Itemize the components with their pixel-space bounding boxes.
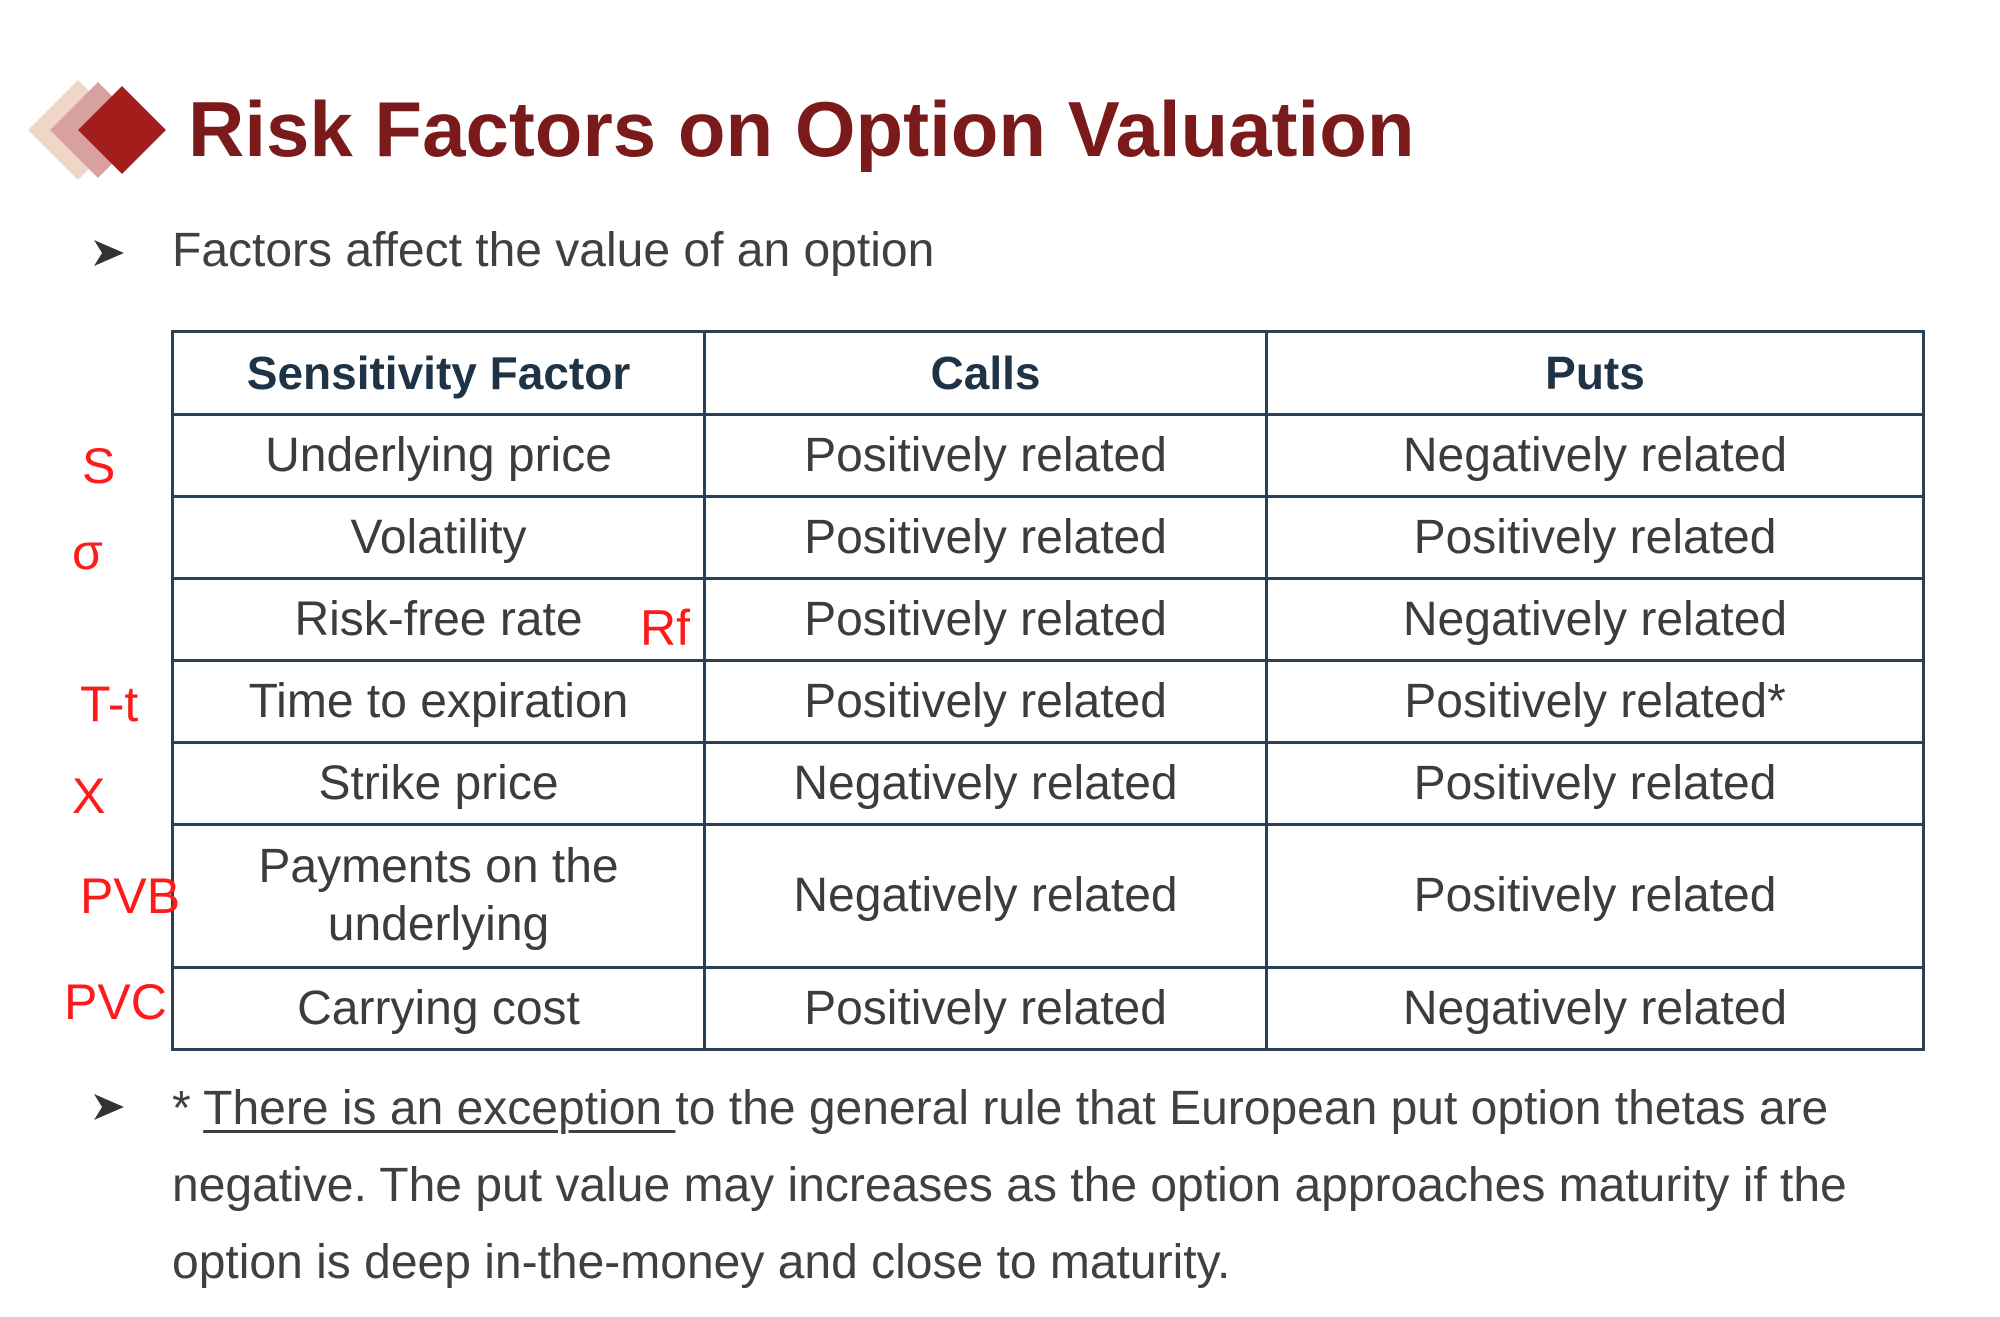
- calls-cell: Negatively related: [703, 823, 1268, 969]
- puts-cell: Negatively related: [1265, 577, 1925, 662]
- diamond-logo-icon: [28, 80, 166, 180]
- header-puts: Puts: [1265, 330, 1925, 416]
- factor-cell: Underlying price: [171, 413, 706, 498]
- puts-cell: Negatively related: [1265, 413, 1925, 498]
- puts-cell: Positively related: [1265, 495, 1925, 580]
- header-sensitivity-factor: Sensitivity Factor: [171, 330, 706, 416]
- calls-cell: Positively related: [703, 413, 1268, 498]
- footnote-text: * There is an exception to the general r…: [172, 1070, 1972, 1301]
- annotation-s: S: [82, 438, 116, 494]
- calls-cell: Positively related: [703, 495, 1268, 580]
- page-title: Risk Factors on Option Valuation: [188, 85, 1415, 173]
- arrowhead-bullet-icon: [94, 240, 124, 266]
- calls-cell: Negatively related: [703, 741, 1268, 826]
- puts-cell: Positively related: [1265, 741, 1925, 826]
- footnote-underlined-text: There is an exception: [203, 1082, 676, 1135]
- header-calls: Calls: [703, 330, 1268, 416]
- table-row: Payments on the underlying Negatively re…: [171, 823, 1925, 969]
- footnote-prefix: *: [172, 1082, 204, 1135]
- factor-cell: Volatility: [171, 495, 706, 580]
- table-row: Time to expiration Positively related Po…: [171, 659, 1925, 744]
- factor-cell: Time to expiration: [171, 659, 706, 744]
- table-header-row: Sensitivity Factor Calls Puts: [171, 330, 1925, 416]
- table-row: Carrying cost Positively related Negativ…: [171, 966, 1925, 1051]
- table-row: Strike price Negatively related Positive…: [171, 741, 1925, 826]
- puts-cell: Negatively related: [1265, 966, 1925, 1051]
- annotation-x: X: [72, 768, 106, 824]
- sensitivity-table: Sensitivity Factor Calls Puts Underlying…: [171, 330, 1925, 1051]
- calls-cell: Positively related: [703, 577, 1268, 662]
- intro-bullet-text: Factors affect the value of an option: [172, 224, 935, 277]
- table-row: Underlying price Positively related Nega…: [171, 413, 1925, 498]
- factor-cell: Carrying cost: [171, 966, 706, 1051]
- calls-cell: Positively related: [703, 966, 1268, 1051]
- table-row: Risk-free rate Positively related Negati…: [171, 577, 1925, 662]
- annotation-t: T-t: [80, 676, 139, 732]
- table-row: Volatility Positively related Positively…: [171, 495, 1925, 580]
- footnote-rest-text: to the general rule that European put op…: [172, 1082, 1847, 1289]
- factor-cell: Strike price: [171, 741, 706, 826]
- factor-cell: Risk-free rate: [171, 577, 706, 662]
- annotation-sigma: σ: [72, 524, 103, 580]
- annotation-pvb: PVB: [80, 868, 181, 924]
- puts-cell: Positively related*: [1265, 659, 1925, 744]
- calls-cell: Positively related: [703, 659, 1268, 744]
- annotation-rf: Rf: [640, 600, 690, 656]
- title-row: Risk Factors on Option Valuation: [20, 70, 1720, 190]
- puts-cell: Positively related: [1265, 823, 1925, 969]
- arrowhead-bullet-icon: [94, 1094, 124, 1120]
- annotation-pvc: PVC: [64, 974, 167, 1030]
- factor-cell: Payments on the underlying: [171, 823, 706, 969]
